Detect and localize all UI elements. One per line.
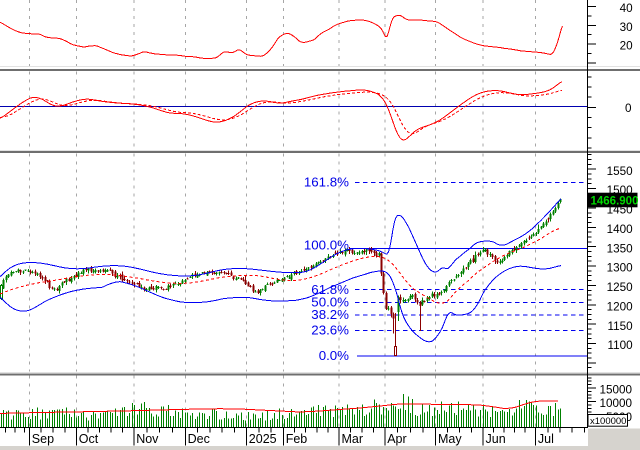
- svg-text:100.0%: 100.0%: [304, 238, 349, 253]
- svg-text:1466.900: 1466.900: [591, 195, 639, 207]
- svg-text:15000: 15000: [599, 384, 632, 397]
- svg-text:1400: 1400: [607, 223, 634, 236]
- svg-text:1250: 1250: [607, 281, 634, 294]
- svg-text:2025: 2025: [249, 432, 277, 446]
- svg-text:0: 0: [625, 102, 632, 115]
- svg-text:10000: 10000: [599, 397, 632, 410]
- svg-text:Feb: Feb: [286, 432, 308, 446]
- svg-text:1300: 1300: [607, 262, 634, 275]
- svg-text:1200: 1200: [607, 300, 634, 313]
- svg-text:0.0%: 0.0%: [319, 348, 349, 363]
- svg-text:23.6%: 23.6%: [311, 323, 349, 338]
- svg-text:Dec: Dec: [188, 432, 210, 446]
- svg-text:May: May: [438, 432, 462, 446]
- svg-text:40: 40: [620, 2, 634, 15]
- svg-text:1350: 1350: [607, 242, 634, 255]
- svg-text:x100000: x100000: [590, 416, 626, 427]
- svg-text:1550: 1550: [607, 165, 634, 178]
- svg-text:161.8%: 161.8%: [304, 175, 349, 190]
- svg-text:38.2%: 38.2%: [311, 307, 349, 322]
- svg-text:Jun: Jun: [486, 432, 506, 446]
- svg-text:Sep: Sep: [32, 432, 54, 446]
- svg-text:30: 30: [620, 21, 634, 34]
- svg-text:20: 20: [620, 40, 634, 53]
- svg-text:1150: 1150: [608, 320, 634, 333]
- svg-text:1100: 1100: [608, 339, 634, 352]
- svg-text:Apr: Apr: [387, 432, 406, 446]
- svg-text:Jul: Jul: [538, 432, 554, 446]
- svg-text:Oct: Oct: [79, 432, 99, 446]
- svg-text:50.0%: 50.0%: [311, 295, 349, 310]
- svg-text:Nov: Nov: [136, 432, 159, 446]
- svg-text:61.8%: 61.8%: [311, 282, 349, 297]
- svg-text:Mar: Mar: [342, 432, 364, 446]
